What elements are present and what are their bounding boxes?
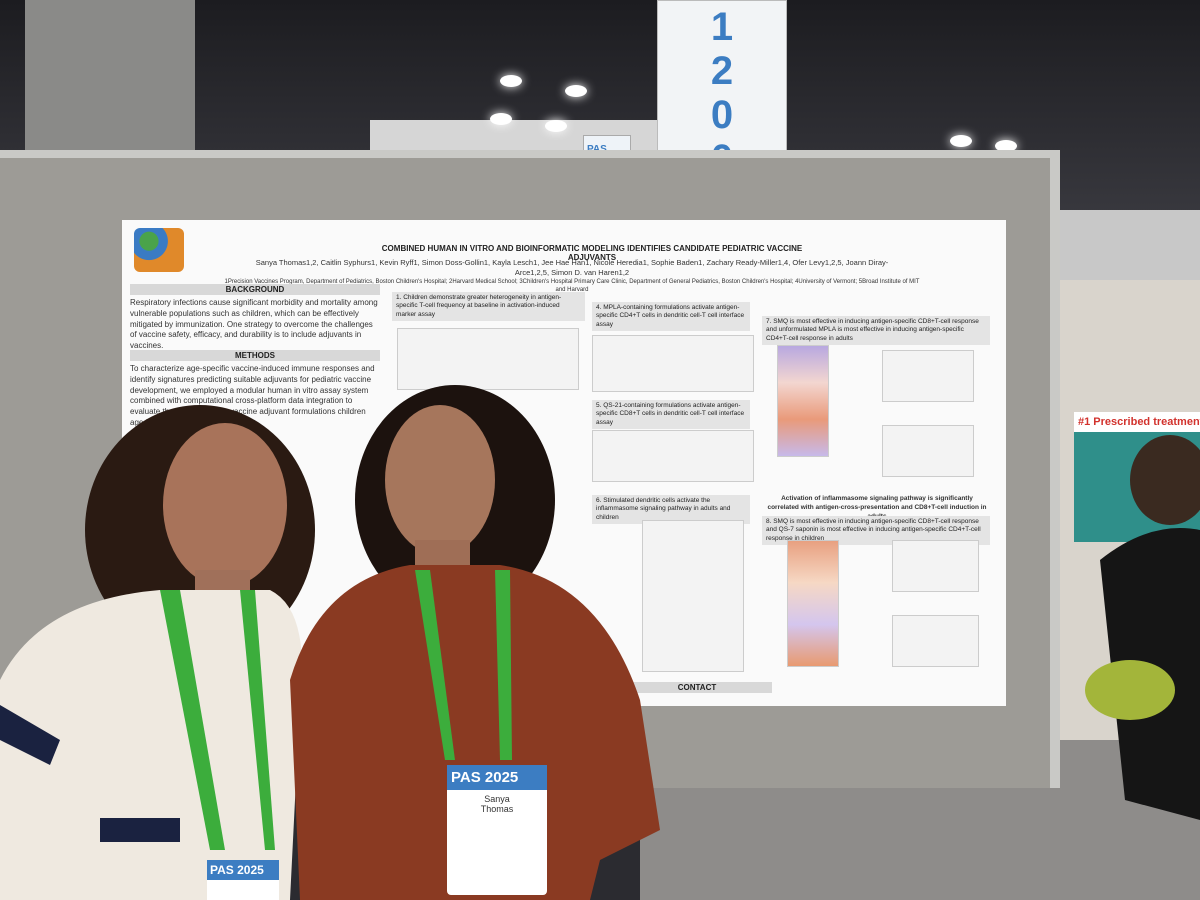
- banner-text: #1 Prescribed treatment fo: [1074, 412, 1200, 432]
- badge-event: PAS 2025: [447, 765, 547, 790]
- poster-title: COMBINED HUMAN IN VITRO AND BIOINFORMATI…: [381, 244, 803, 262]
- badge-name: Sanya Thomas: [480, 794, 514, 814]
- light: [565, 85, 587, 97]
- finding: 4. MPLA-containing formulations activate…: [592, 302, 750, 332]
- figure: [642, 520, 744, 672]
- dress: [290, 565, 660, 900]
- figure: [397, 328, 579, 390]
- lanyard: [495, 570, 512, 760]
- section-text: Respiratory infections cause significant…: [130, 298, 378, 351]
- lanyard: [415, 570, 455, 760]
- handbag: [1085, 660, 1175, 720]
- face: [163, 423, 287, 587]
- figure: [592, 430, 754, 482]
- section-heading: BACKGROUND: [130, 284, 380, 295]
- figure: [882, 350, 974, 402]
- lanyard: [240, 590, 275, 850]
- pillar: [25, 0, 195, 160]
- sleeve-trim: [0, 705, 60, 765]
- light: [490, 113, 512, 125]
- light: [950, 135, 972, 147]
- light: [545, 120, 567, 132]
- section-heading: METHODS: [130, 350, 380, 361]
- booth-number: 1200: [710, 5, 734, 181]
- finding: 7. SMQ is most effective in inducing ant…: [762, 316, 990, 346]
- finding: 5. QS-21-containing formulations activat…: [592, 400, 750, 430]
- figure: [882, 425, 974, 477]
- logo: [134, 228, 184, 272]
- cardigan: [0, 590, 302, 900]
- badge: PAS 2025: [207, 860, 279, 900]
- badge-event: PAS 2025: [207, 860, 279, 880]
- figure: [892, 540, 979, 592]
- poster-affiliations: 1Precision Vaccines Program, Department …: [224, 279, 920, 294]
- light: [500, 75, 522, 87]
- lanyard: [160, 590, 225, 850]
- ceiling-panel: [1040, 210, 1200, 280]
- light: [995, 140, 1017, 152]
- finding: 1. Children demonstrate greater heteroge…: [392, 292, 585, 322]
- finding: 6. Stimulated dendritic cells activate t…: [592, 495, 750, 525]
- poster-authors: Sanya Thomas1,2, Caitlin Syphurs1, Kevin…: [255, 258, 889, 278]
- face: [385, 405, 495, 555]
- figure: [892, 615, 979, 667]
- figure: [592, 335, 754, 392]
- poster: COMBINED HUMAN IN VITRO AND BIOINFORMATI…: [122, 220, 1006, 706]
- pocket-trim: [100, 818, 180, 842]
- heatmap: [787, 540, 839, 667]
- contact-heading: CONTACT: [622, 682, 772, 693]
- passerby-hair: [1130, 435, 1200, 525]
- badge: PAS 2025 Sanya Thomas: [447, 765, 547, 895]
- heatmap: [777, 345, 829, 457]
